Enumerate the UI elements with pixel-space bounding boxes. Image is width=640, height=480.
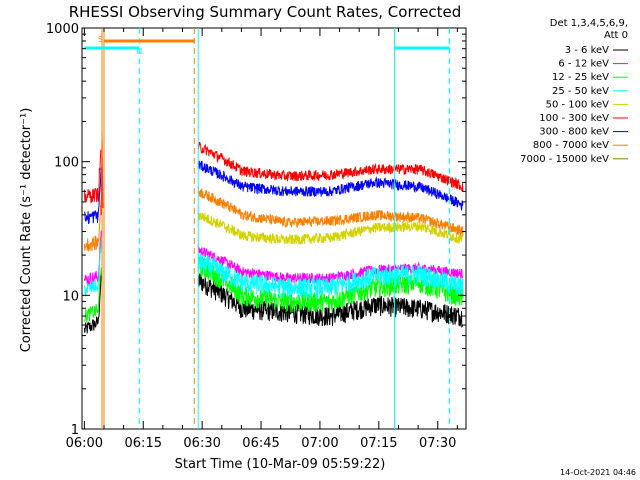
series-6-12-kev-pre-line — [83, 230, 102, 287]
series-25-50-kev-post-line — [197, 253, 464, 299]
legend-title-line: Att 0 — [604, 30, 628, 41]
series-100-300-kev-post-line — [197, 141, 464, 192]
legend-label: 50 - 100 keV — [546, 99, 610, 110]
legend-label: 12 - 25 keV — [552, 72, 609, 83]
legend: Det 1,3,4,5,6,9,Att 0 3 - 6 keV 6 - 12 keV… — [520, 18, 628, 165]
series-3-6-kev-pre-line — [83, 269, 102, 334]
flag-label-n: N — [136, 47, 142, 56]
flag-label-s: S — [98, 35, 103, 44]
series-100-300-kev-pre-line — [83, 149, 102, 204]
series-25-50-kev-pre-line — [83, 237, 102, 297]
plot-frame — [81, 27, 467, 430]
series-800-7000-kev-pre-line — [83, 199, 102, 252]
legend-label: 7000 - 15000 keV — [520, 154, 609, 165]
legend-label: 25 - 50 keV — [552, 86, 609, 97]
legend-title-line: Det 1,3,4,5,6,9, — [550, 18, 628, 29]
legend-label: 100 - 300 keV — [539, 113, 609, 124]
x-tick-label: 07:15 — [360, 436, 397, 451]
y-axis-label: Corrected Count Rate (s⁻¹ detector⁻¹) — [19, 108, 34, 353]
x-tick-label: 06:00 — [66, 436, 103, 451]
series-50-100-kev-post-line — [197, 212, 464, 245]
y-tick-label: 10 — [62, 289, 79, 304]
x-tick-label: 06:45 — [242, 436, 279, 451]
flag-bars: SN — [84, 35, 450, 56]
legend-label: 6 - 12 keV — [558, 59, 609, 70]
series-300-800-kev-pre-line — [83, 167, 102, 224]
axis-ticks: 06:00 06:15 06:30 06:45 07:00 07:15 07:30 1 10 10… — [46, 22, 466, 451]
series-800-7000-kev-post-line — [197, 186, 464, 236]
series-300-800-kev-post-line — [197, 160, 464, 212]
y-tick-label: 1000 — [46, 22, 79, 37]
plot-area: SN 06:00 06:15 06:30 06:45 07:00 07:15 07:3011… — [46, 22, 467, 451]
y-tick-label: 1 — [71, 423, 79, 438]
timestamp: 14-Oct-2021 04:46 — [560, 468, 636, 477]
x-tick-label: 06:15 — [125, 436, 162, 451]
x-tick-label: 07:00 — [301, 436, 338, 451]
legend-label: 300 - 800 keV — [539, 127, 609, 138]
legend-label: 800 - 7000 keV — [533, 140, 609, 151]
series-12-25-kev-pre-line — [84, 267, 102, 323]
x-tick-label: 06:30 — [183, 436, 220, 451]
y-tick-label: 100 — [54, 156, 79, 171]
x-axis-label: Start Time (10-Mar-09 05:59:22) — [175, 457, 386, 472]
series-lines — [83, 130, 464, 334]
event-markers — [101, 28, 451, 429]
series-3-6-kev-post-line — [197, 273, 464, 328]
chart-title: RHESSI Observing Summary Count Rates, Co… — [69, 3, 462, 21]
legend-label: 3 - 6 keV — [565, 45, 609, 56]
x-tick-label: 07:30 — [419, 436, 456, 451]
